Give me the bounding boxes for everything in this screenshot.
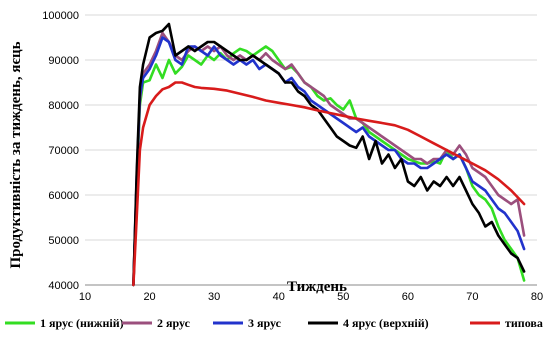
grid-lines [85,14,537,241]
y-tick-label: 60000 [48,190,79,202]
y-tick-label: 40000 [48,280,79,292]
legend: 1 ярус (нижній) 2 ярус 3 ярус 4 ярус (верхн… [5,316,543,330]
y-axis-title: Продуктивність за тиждень, яєць [8,41,24,268]
x-tick-label: 50 [337,291,349,303]
series-line-5 [132,81,526,287]
y-tick-label: 50000 [48,235,79,247]
y-tick-label: 70000 [48,145,79,157]
x-axis-title: Тиждень [287,279,347,295]
x-tick-label: 60 [402,291,414,303]
x-tick-label: 70 [466,291,478,303]
legend-label-1: 1 ярус (нижній) [40,316,124,330]
legend-label-5: типова [505,316,543,330]
y-tick-label: 80000 [48,100,79,112]
x-tick-label: 80 [531,291,543,303]
y-tick-label: 100000 [42,10,79,22]
legend-label-2: 2 ярус [157,316,191,330]
y-tick-label: 90000 [48,55,79,67]
x-tick-label: 20 [143,291,155,303]
x-tick-label: 40 [273,291,285,303]
x-tick-label: 10 [79,291,91,303]
legend-label-4: 4 ярус (верхній) [343,316,429,330]
x-tick-label: 30 [208,291,220,303]
series-lines [132,22,526,287]
tick-labels: 40000 50000 60000 70000 80000 90000 100000 10 20… [42,10,543,303]
legend-label-3: 3 ярус [248,316,282,330]
series-line-4 [132,22,526,287]
